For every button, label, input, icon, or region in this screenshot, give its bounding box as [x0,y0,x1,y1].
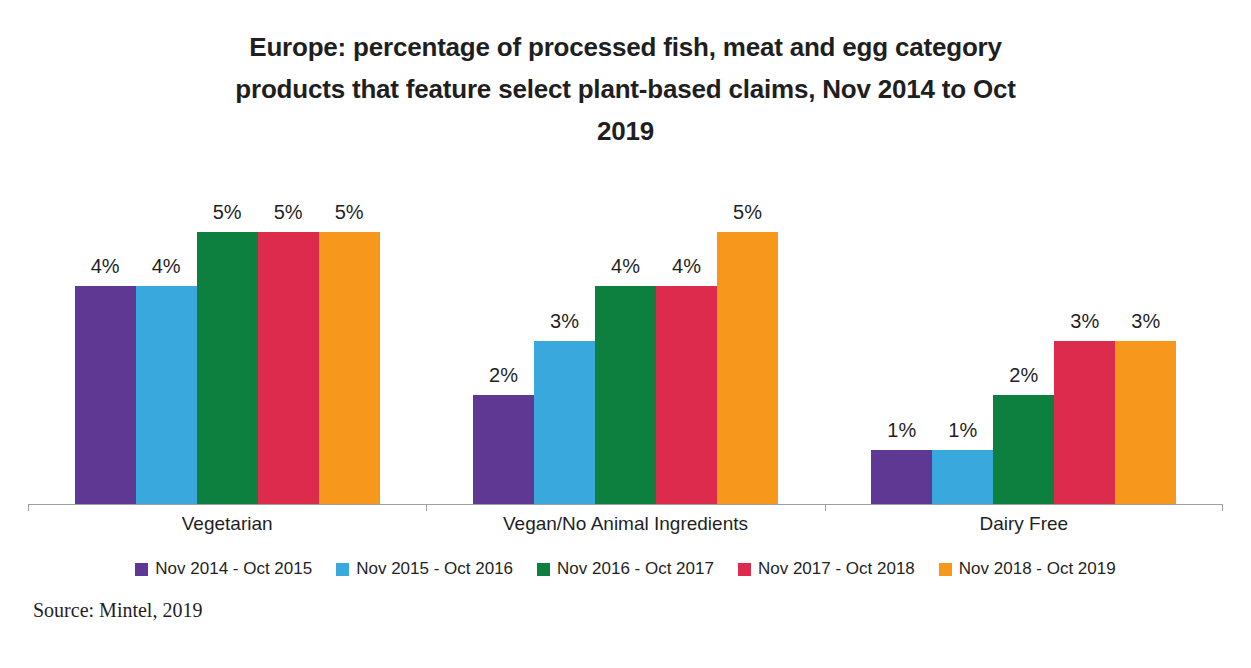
bar-value-label: 1% [948,419,977,442]
chart-title-line: products that feature select plant-based… [0,68,1251,110]
bar-with-label: 4% [136,164,197,504]
bar-with-label: 5% [197,164,258,504]
bar-value-label: 2% [489,364,518,387]
legend-swatch [336,563,349,576]
chart-title-line: 2019 [0,110,1251,152]
bar-with-label: 5% [258,164,319,504]
bar-with-label: 3% [534,164,595,504]
bar-group: 1% 1% 2% 3% 3% [825,164,1223,504]
axis-tick [426,504,427,511]
bar [1115,341,1176,504]
bar-value-label: 1% [887,419,916,442]
bar-value-label: 4% [91,255,120,278]
chart-title: Europe: percentage of processed fish, me… [0,0,1251,152]
bar [136,286,197,504]
bar [319,232,380,504]
bar [75,286,136,504]
category-label: Vegan/No Animal Ingredients [426,513,824,535]
bar-with-label: 2% [993,164,1054,504]
bar-with-label: 3% [1054,164,1115,504]
bar-with-label: 5% [717,164,778,504]
bar [258,232,319,504]
legend-label: Nov 2018 - Oct 2019 [959,559,1116,579]
legend-swatch [537,563,550,576]
axis-tick [28,504,29,511]
legend-label: Nov 2016 - Oct 2017 [557,559,714,579]
bar-with-label: 4% [75,164,136,504]
bar-group: 4% 4% 5% 5% 5% [28,164,426,504]
legend-label: Nov 2017 - Oct 2018 [758,559,915,579]
bar-with-label: 5% [319,164,380,504]
bar-with-label: 4% [656,164,717,504]
category-axis-labels: VegetarianVegan/No Animal IngredientsDai… [28,513,1223,535]
legend-item: Nov 2018 - Oct 2019 [939,559,1116,579]
bar [932,450,993,504]
bar [473,395,534,504]
bar-value-label: 5% [733,201,762,224]
legend-swatch [738,563,751,576]
legend: Nov 2014 - Oct 2015 Nov 2015 - Oct 2016 No… [0,559,1251,579]
bar-with-label: 4% [595,164,656,504]
bar [1054,341,1115,504]
bar-value-label: 4% [611,255,640,278]
bar [993,395,1054,504]
bar [534,341,595,504]
bar-with-label: 1% [871,164,932,504]
chart-page: Europe: percentage of processed fish, me… [0,0,1251,668]
bar-value-label: 5% [274,201,303,224]
bar [595,286,656,504]
bar-group: 2% 3% 4% 4% 5% [426,164,824,504]
bar-with-label: 3% [1115,164,1176,504]
bar-value-label: 4% [672,255,701,278]
bar-value-label: 2% [1009,364,1038,387]
bar-with-label: 2% [473,164,534,504]
bar [656,286,717,504]
axis-tick [1222,504,1223,511]
legend-label: Nov 2015 - Oct 2016 [356,559,513,579]
plot-area: 4% 4% 5% 5% 5% 2% 3% 4% 4% 5% 1% 1% 2% 3% 3% [28,164,1223,505]
bar-value-label: 4% [152,255,181,278]
source-note: Source: Mintel, 2019 [33,599,1251,622]
legend-label: Nov 2014 - Oct 2015 [155,559,312,579]
legend-item: Nov 2014 - Oct 2015 [135,559,312,579]
bar [197,232,258,504]
bar [717,232,778,504]
bar-value-label: 5% [213,201,242,224]
axis-tick [825,504,826,511]
bar-value-label: 3% [1131,310,1160,333]
legend-item: Nov 2016 - Oct 2017 [537,559,714,579]
legend-item: Nov 2015 - Oct 2016 [336,559,513,579]
legend-swatch [135,563,148,576]
bar-value-label: 5% [335,201,364,224]
bar [871,450,932,504]
category-label: Dairy Free [825,513,1223,535]
bar-value-label: 3% [550,310,579,333]
legend-item: Nov 2017 - Oct 2018 [738,559,915,579]
category-label: Vegetarian [28,513,426,535]
legend-swatch [939,563,952,576]
bar-with-label: 1% [932,164,993,504]
chart-title-line: Europe: percentage of processed fish, me… [0,26,1251,68]
bar-value-label: 3% [1070,310,1099,333]
